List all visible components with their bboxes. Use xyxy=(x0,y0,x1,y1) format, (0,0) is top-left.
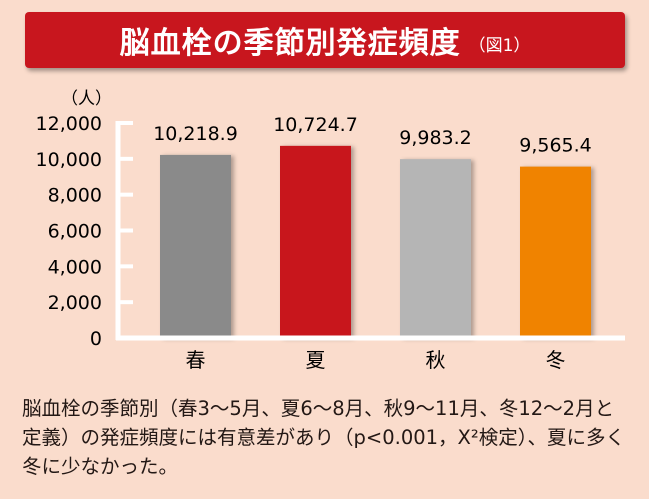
y-tick-label: 10,000 xyxy=(36,149,102,171)
y-tick-label: 0 xyxy=(90,328,102,350)
y-tick-label: 8,000 xyxy=(48,185,102,207)
value-label: 10,724.7 xyxy=(273,114,358,136)
chart-title: 脳血栓の季節別発症頻度 xyxy=(119,26,461,61)
bar-3 xyxy=(400,159,471,338)
y-tick-label: 2,000 xyxy=(48,292,102,314)
y-tick-label: 6,000 xyxy=(48,221,102,243)
x-tick-label: 春 xyxy=(186,348,206,372)
y-axis-unit-label: （人） xyxy=(61,89,112,109)
bar-1 xyxy=(160,154,231,338)
value-label: 9,565.4 xyxy=(519,135,592,157)
y-tick-label: 4,000 xyxy=(48,256,102,278)
x-tick-label: 夏 xyxy=(306,348,326,372)
y-tick-label: 12,000 xyxy=(36,113,102,135)
bar-2 xyxy=(280,145,351,338)
value-label: 10,218.9 xyxy=(153,123,238,145)
caption: 脳血栓の季節別（春3〜5月、夏6〜8月、秋9〜11月、冬12〜2月と定義）の発症… xyxy=(22,397,625,478)
x-tick-label: 秋 xyxy=(426,348,446,372)
value-label: 9,983.2 xyxy=(399,127,472,149)
figure-label: （図1） xyxy=(468,35,531,56)
bar-4 xyxy=(520,166,591,338)
x-tick-label: 冬 xyxy=(546,348,566,372)
title-banner: 脳血栓の季節別発症頻度 （図1） xyxy=(25,12,625,68)
